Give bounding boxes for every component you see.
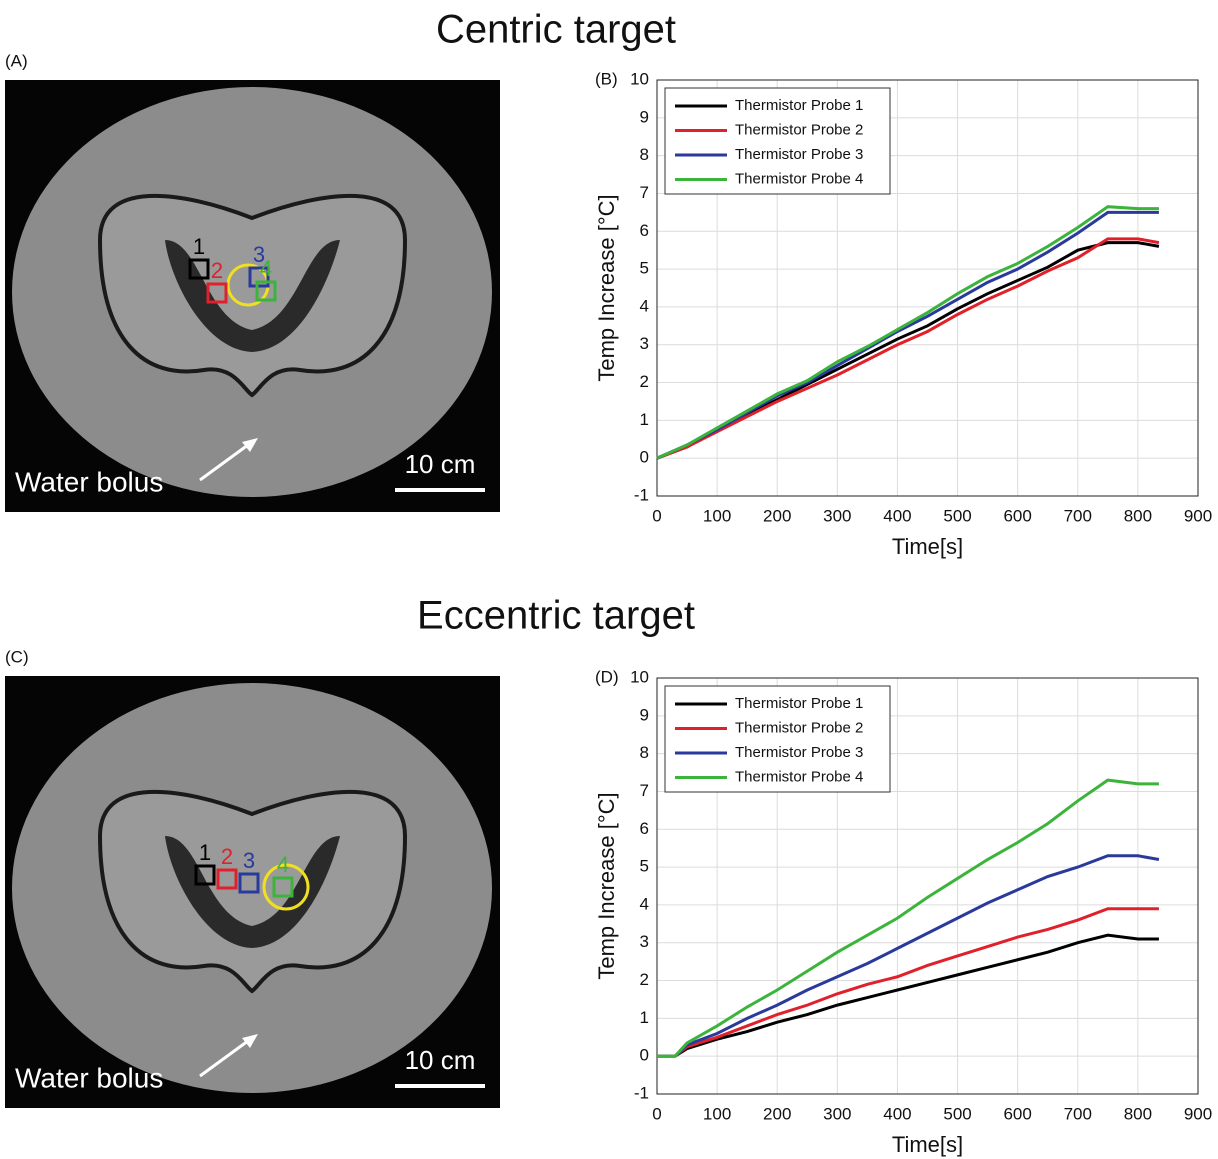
legend-label: Thermistor Probe 2 (735, 121, 863, 138)
x-tick-label: 300 (823, 1104, 851, 1123)
y-tick-label: 6 (640, 819, 649, 838)
mri-spine (165, 836, 340, 948)
y-tick-label: 10 (630, 69, 649, 88)
x-tick-label: 700 (1064, 506, 1092, 525)
panel-label: (C) (5, 647, 29, 666)
data-line (656, 210, 1159, 460)
x-tick-label: 500 (943, 506, 971, 525)
y-tick-label: 2 (640, 372, 649, 391)
panel-label: (B) (595, 69, 618, 88)
probe-label: 4 (277, 852, 289, 877)
y-tick-label: 10 (630, 667, 649, 686)
data-line (656, 205, 1159, 460)
legend-label: Thermistor Probe 1 (735, 695, 863, 712)
x-tick-label: 700 (1064, 1104, 1092, 1123)
x-axis-label: Time[s] (892, 1132, 963, 1157)
panel-label: (D) (595, 667, 619, 686)
x-tick-label: 500 (943, 1104, 971, 1123)
probe-box (238, 872, 260, 894)
probe-label: 1 (199, 840, 211, 865)
target-circle (262, 863, 310, 911)
y-tick-label: 7 (640, 781, 649, 800)
scale-label: 10 cm (405, 1045, 476, 1075)
x-tick-label: 100 (703, 1104, 731, 1123)
y-tick-label: 3 (640, 932, 649, 951)
arrow (199, 1036, 253, 1078)
x-tick-label: 900 (1184, 506, 1212, 525)
y-tick-label: -1 (634, 485, 649, 504)
legend-label: Thermistor Probe 2 (735, 719, 863, 736)
data-line (657, 778, 1159, 1058)
y-tick-label: 8 (640, 743, 649, 762)
probe-box (206, 282, 228, 304)
y-tick-label: 4 (640, 296, 649, 315)
y-tick-label: 4 (640, 894, 649, 913)
x-tick-label: 400 (883, 1104, 911, 1123)
y-tick-label: 0 (640, 1046, 649, 1065)
y-tick-label: 1 (640, 1008, 649, 1027)
y-tick-label: 5 (640, 857, 649, 876)
panel-label: (A) (5, 51, 28, 70)
y-tick-label: 7 (640, 183, 649, 202)
y-axis-label: Temp Increase [°C] (594, 194, 619, 381)
probe-label: 2 (211, 258, 223, 283)
y-tick-label: 9 (640, 107, 649, 126)
probe-box (255, 280, 277, 302)
x-tick-label: 800 (1124, 506, 1152, 525)
data-line (657, 933, 1159, 1058)
legend-label: Thermistor Probe 3 (735, 744, 863, 761)
data-line (657, 854, 1160, 1058)
x-tick-label: 800 (1124, 1104, 1152, 1123)
y-tick-label: 6 (640, 221, 649, 240)
probe-label: 3 (253, 242, 265, 267)
x-tick-label: 600 (1003, 1104, 1031, 1123)
x-tick-label: 200 (763, 1104, 791, 1123)
arrow (199, 440, 253, 482)
y-tick-label: 1 (640, 410, 649, 429)
annotation: Water bolus (15, 1062, 163, 1093)
annotation: Water bolus (15, 466, 163, 497)
probe-box (248, 266, 270, 288)
legend-label: Thermistor Probe 1 (735, 97, 863, 114)
probe-box (188, 258, 210, 280)
data-line (657, 907, 1159, 1058)
plot-frame (656, 677, 1199, 1095)
x-tick-label: 100 (703, 506, 731, 525)
y-tick-label: -1 (634, 1083, 649, 1102)
y-tick-label: 0 (640, 448, 649, 467)
probe-box (272, 876, 294, 898)
x-tick-label: 300 (823, 506, 851, 525)
probe-label: 4 (260, 256, 272, 281)
legend-label: Thermistor Probe 3 (735, 146, 863, 163)
arrow-head (242, 438, 258, 452)
legend-label: Thermistor Probe 4 (735, 768, 863, 785)
y-tick-label: 9 (640, 705, 649, 724)
scale-label: 10 cm (405, 449, 476, 479)
y-tick-label: 3 (640, 334, 649, 353)
legend-label: Thermistor Probe 4 (735, 170, 863, 187)
x-tick-label: 200 (763, 506, 791, 525)
x-axis-label: Time[s] (892, 534, 963, 559)
mri-spine (165, 240, 340, 352)
x-tick-label: 900 (1184, 1104, 1212, 1123)
section-title: Centric target (436, 8, 676, 52)
x-tick-label: 0 (652, 506, 661, 525)
probe-box (216, 868, 238, 890)
probe-label: 1 (193, 234, 205, 259)
y-tick-label: 2 (640, 970, 649, 989)
x-tick-label: 400 (883, 506, 911, 525)
probe-box (194, 864, 216, 886)
arrow-head (242, 1034, 258, 1048)
y-axis-label: Temp Increase [°C] (594, 792, 619, 979)
plot-frame (656, 79, 1199, 497)
probe-label: 3 (243, 848, 255, 873)
y-tick-label: 8 (640, 145, 649, 164)
y-tick-label: 5 (640, 259, 649, 278)
x-tick-label: 600 (1003, 506, 1031, 525)
section-title: Eccentric target (417, 594, 695, 638)
data-line (656, 237, 1160, 460)
probe-label: 2 (221, 844, 233, 869)
x-tick-label: 0 (652, 1104, 661, 1123)
